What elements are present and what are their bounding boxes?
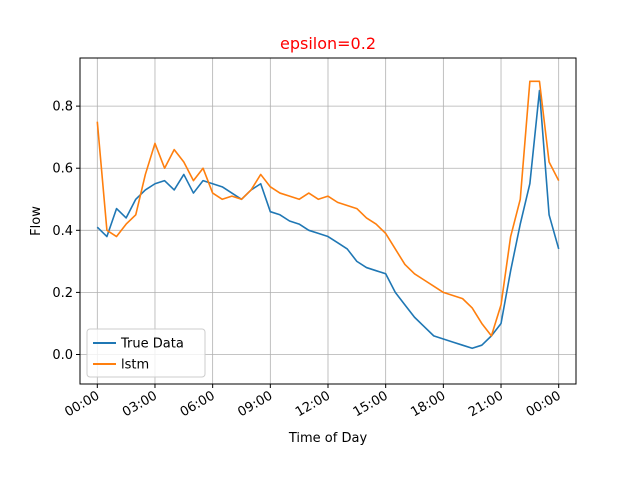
series-line-lstm — [96, 80, 560, 337]
legend: True Data lstm — [86, 328, 206, 378]
series-lines — [96, 80, 560, 350]
y-tick-label: 0.4 — [52, 224, 73, 239]
y-axis-title: Flow — [29, 206, 44, 236]
y-tick-label: 0.6 — [52, 162, 73, 177]
grid — [80, 58, 576, 384]
legend-label-true-data: True Data — [120, 337, 184, 352]
legend-box — [86, 328, 206, 378]
legend-label-lstm: lstm — [121, 358, 149, 373]
y-tick-label: 0.0 — [52, 348, 73, 363]
chart-title: epsilon=0.2 — [280, 34, 376, 53]
x-axis-title: Time of Day — [288, 431, 368, 446]
series-line-true-data — [96, 89, 560, 350]
y-tick-label: 0.8 — [52, 100, 73, 115]
y-tick-label: 0.2 — [52, 286, 73, 301]
